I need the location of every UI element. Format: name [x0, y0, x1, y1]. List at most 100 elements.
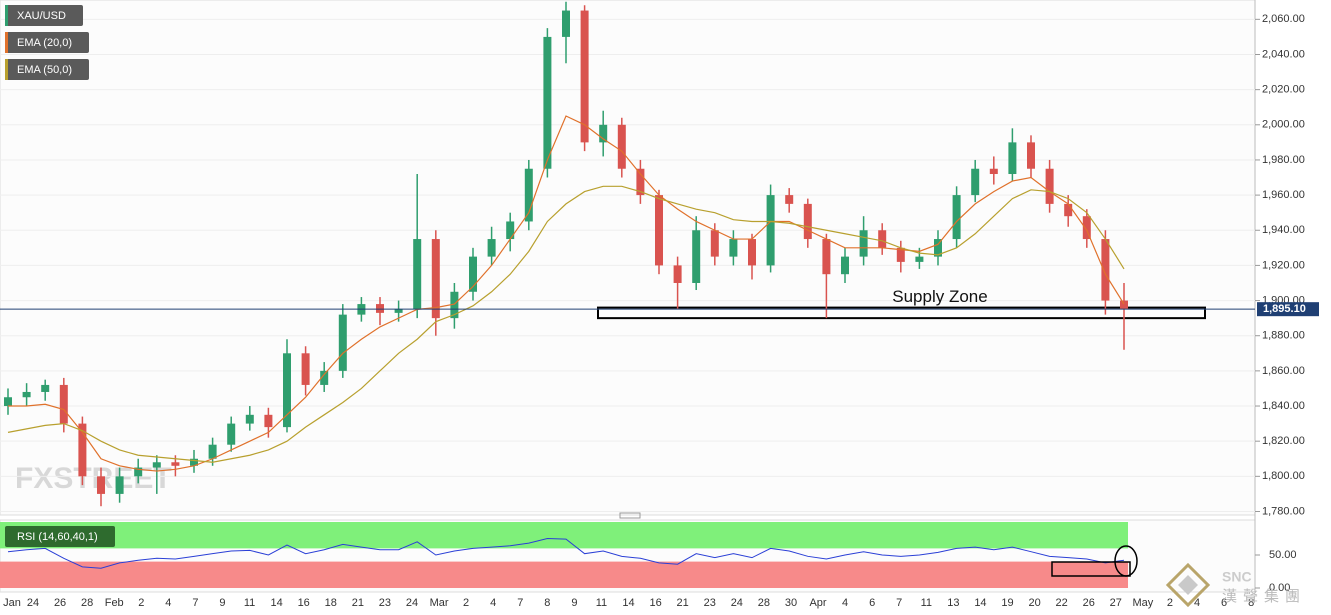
candle-body	[190, 458, 198, 466]
x-tick-label: 14	[622, 597, 634, 609]
candle-body	[208, 444, 217, 459]
candle-body	[171, 462, 180, 466]
candle-body	[1082, 216, 1091, 240]
candle-body	[803, 203, 812, 240]
legend-box	[5, 526, 115, 547]
x-tick-label: 14	[271, 597, 283, 609]
x-tick-label: 26	[54, 597, 66, 609]
candle-body	[59, 384, 68, 424]
x-tick-label: 11	[596, 597, 607, 609]
x-tick-label: 9	[219, 597, 225, 609]
candle-body	[97, 476, 105, 494]
x-tick-label: 4	[165, 597, 171, 609]
ema-line	[8, 115, 1125, 472]
x-tick-label: Jan	[3, 597, 21, 609]
x-tick-label: 7	[517, 597, 523, 609]
x-tick-label: 30	[785, 597, 797, 609]
x-tick-label: 6	[1221, 597, 1227, 609]
x-tick-label: May	[1132, 597, 1153, 609]
candle-body	[431, 239, 440, 319]
candle-body	[506, 221, 515, 240]
y-tick-label: 1,860.00	[1262, 365, 1305, 377]
candle-body	[934, 239, 942, 257]
rsi-lower-band	[0, 561, 1128, 588]
candle-body	[692, 230, 701, 283]
x-tick-label: 8	[1248, 597, 1254, 609]
candle-body	[245, 414, 254, 424]
candle-body	[115, 476, 124, 494]
candle-body	[766, 195, 775, 266]
logo-mark	[1178, 575, 1198, 595]
candle-body	[859, 230, 868, 257]
candle-body	[22, 391, 31, 398]
y-tick-label: 1,820.00	[1262, 435, 1305, 447]
legend-swatch	[5, 5, 8, 26]
candle-body	[748, 239, 756, 266]
candle-body	[1008, 142, 1017, 175]
x-tick-label: 14	[974, 597, 986, 609]
candle-body	[450, 291, 459, 319]
y-tick-label: 1,780.00	[1262, 505, 1305, 517]
x-tick-label: 18	[325, 597, 337, 609]
x-tick-label: 7	[192, 597, 198, 609]
supply-zone	[597, 306, 1206, 320]
x-tick-label: 28	[81, 597, 93, 609]
x-tick-label: 21	[352, 597, 364, 609]
x-tick-label: 2	[1167, 597, 1173, 609]
candle-body	[673, 265, 682, 283]
x-tick-label: Mar	[430, 597, 449, 609]
logo-text: 漢聲集團	[1222, 588, 1306, 605]
candle-body	[376, 304, 384, 313]
candle-body	[989, 168, 998, 175]
x-tick-label: 20	[1028, 597, 1040, 609]
candle-body	[320, 370, 329, 385]
candle-body	[264, 414, 273, 428]
candle-body	[841, 256, 849, 275]
x-tick-label: 21	[677, 597, 689, 609]
rsi-tick-label: 50.00	[1269, 549, 1297, 561]
candle-body	[413, 239, 422, 310]
candle-body	[636, 168, 645, 196]
y-tick-label: 2,000.00	[1262, 119, 1305, 131]
x-tick-label: 4	[842, 597, 848, 609]
y-tick-label: 1,800.00	[1262, 470, 1305, 482]
candle-body	[617, 124, 626, 169]
y-tick-label: 1,980.00	[1262, 154, 1305, 166]
candle-body	[78, 423, 87, 477]
logo-mark	[1165, 562, 1211, 608]
x-tick-label: 2	[463, 597, 469, 609]
legend-label: EMA (50,0)	[17, 64, 72, 76]
candle-body	[785, 195, 794, 204]
legend-box	[5, 59, 89, 80]
y-tick-label: 1,960.00	[1262, 189, 1305, 201]
candle-body	[524, 168, 533, 222]
x-tick-label: 23	[379, 597, 391, 609]
rsi-circle	[1114, 545, 1138, 577]
x-tick-label: 16	[298, 597, 310, 609]
last-price-tag	[1257, 302, 1319, 317]
candle-body	[1027, 142, 1035, 169]
x-tick-label: 11	[921, 597, 932, 609]
x-tick-label: 23	[704, 597, 716, 609]
candle-body	[878, 230, 887, 248]
candle-body	[1064, 203, 1073, 217]
x-tick-label: 27	[1110, 597, 1122, 609]
x-tick-label: 24	[406, 597, 418, 609]
y-tick-label: 1,840.00	[1262, 400, 1305, 412]
panel-handle	[619, 512, 641, 519]
annotation: Supply Zone	[892, 287, 987, 306]
logo: SNC 漢聲集團	[1165, 562, 1306, 608]
candle-body	[301, 353, 310, 385]
last-price-label: 1,895.10	[1263, 303, 1306, 315]
x-tick-label: 16	[649, 597, 661, 609]
y-tick-label: 2,060.00	[1262, 13, 1305, 25]
candle-body	[487, 239, 496, 257]
x-tick-label: Feb	[105, 597, 124, 609]
y-tick-label: 1,880.00	[1262, 330, 1305, 342]
x-tick-label: 4	[1194, 597, 1200, 609]
candle-body	[469, 256, 477, 292]
x-tick-label: 24	[27, 597, 39, 609]
legend-label: XAU/USD	[17, 10, 66, 22]
candle-body	[655, 195, 663, 266]
